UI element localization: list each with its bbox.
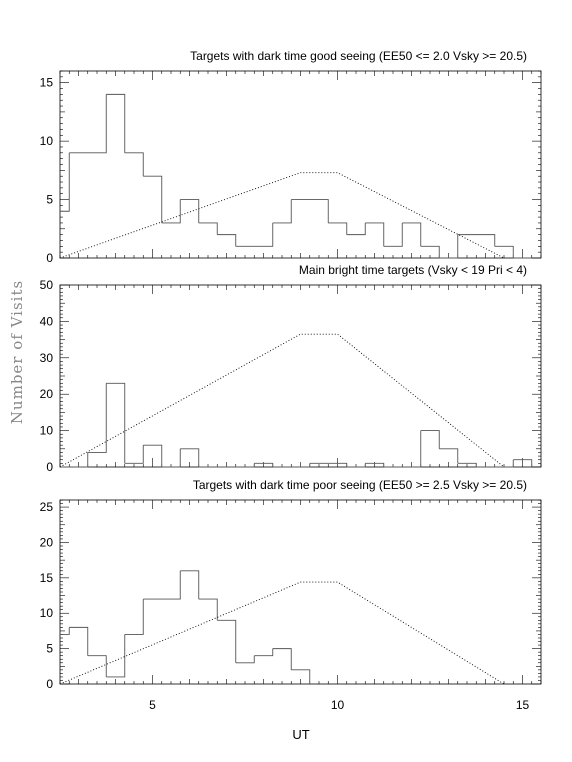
panel-2-envelope-line bbox=[59, 333, 505, 468]
panel-3-ytick-label: 10 bbox=[40, 606, 54, 620]
panel-1-frame bbox=[59, 70, 542, 259]
panel-3-xtick-label: 5 bbox=[149, 698, 156, 712]
panel-2-hist-bin bbox=[309, 462, 348, 467]
panel-1-hist-bin bbox=[383, 222, 403, 247]
panel-2-title: Main bright time targets (Vsky < 19 Pri … bbox=[299, 263, 527, 277]
panel-1-hist-bin bbox=[439, 234, 459, 259]
panel-2-hist-bin bbox=[457, 462, 477, 467]
panel-2-hist-bin bbox=[402, 430, 422, 468]
panel-3-hist-bin bbox=[106, 634, 126, 678]
panel-3-hist-bin bbox=[198, 598, 218, 621]
panel-1-ytick-label: 10 bbox=[40, 134, 54, 148]
panel-2-hist-bin bbox=[87, 383, 107, 453]
panel-3-hist-bin bbox=[180, 570, 200, 600]
panel-3-title: Targets with dark time poor seeing (EE50… bbox=[193, 478, 527, 492]
panel-2-ytick-label: 20 bbox=[40, 387, 54, 401]
panel-2-hist-bin bbox=[494, 459, 514, 468]
panel-2-hist-bin bbox=[291, 463, 311, 468]
panel-1-hist-bin bbox=[180, 199, 200, 223]
panel-3-hist-bin bbox=[69, 626, 89, 656]
x-axis-label: UT bbox=[292, 727, 309, 742]
panel-1-hist-bin bbox=[494, 245, 514, 258]
panel-3-hist-bin bbox=[272, 648, 292, 670]
panel-3-ytick-label: 20 bbox=[40, 535, 54, 549]
panel-2-hist-bin bbox=[420, 430, 440, 449]
panel-1-hist-bin bbox=[365, 222, 385, 247]
panel-1-hist-bin bbox=[124, 152, 144, 177]
panel-3-ytick-label: 0 bbox=[46, 677, 53, 691]
panel-2-hist-bin bbox=[217, 463, 255, 468]
panel-1-hist-bin bbox=[217, 234, 237, 247]
panel-2-hist-bin bbox=[254, 462, 274, 467]
panel-1-title: Targets with dark time good seeing (EE50… bbox=[190, 49, 527, 63]
panel-1-hist-bin bbox=[291, 199, 329, 223]
panel-1-hist-bin bbox=[60, 152, 70, 212]
panel-2-hist-bin bbox=[161, 448, 181, 468]
panel-1-ytick-label: 15 bbox=[40, 76, 54, 90]
panel-2-ytick-label: 30 bbox=[40, 351, 54, 365]
panel-3-hist-bin bbox=[60, 627, 70, 635]
panel-3-ytick-label: 5 bbox=[46, 642, 53, 656]
panel-2-ytick-label: 50 bbox=[40, 278, 54, 292]
panel-3-envelope-line bbox=[59, 581, 505, 685]
panel-2-hist-bin bbox=[346, 463, 366, 468]
panel-3-hist-bin bbox=[143, 570, 181, 600]
panel-2-hist-bin bbox=[513, 459, 533, 467]
panel-3-hist-bin bbox=[87, 655, 107, 677]
panel-1-hist-bin bbox=[198, 222, 218, 235]
panel-1-hist-bin bbox=[328, 222, 348, 235]
panel-3-frame bbox=[59, 499, 542, 685]
panel-1-hist-bin bbox=[143, 175, 163, 223]
panel-1-hist-bin bbox=[69, 94, 107, 154]
panel-1-hist-bin bbox=[457, 234, 496, 247]
panel-1-hist-bin bbox=[272, 199, 292, 224]
panel-2-hist-bin bbox=[439, 448, 459, 464]
panel-1-hist-bin bbox=[106, 93, 126, 153]
panel-1-hist-bin bbox=[402, 222, 422, 247]
panel-3-ytick-label: 25 bbox=[40, 500, 54, 514]
panel-2-hist-bin bbox=[124, 445, 144, 464]
panel-1-ytick-label: 0 bbox=[46, 251, 53, 265]
panel-3-hist-bin bbox=[235, 655, 255, 664]
panel-2-hist-bin bbox=[143, 444, 163, 467]
panel-3-hist-bin bbox=[254, 648, 274, 657]
y-axis-label: Number of Visits bbox=[8, 280, 26, 424]
panel-3-hist-bin bbox=[124, 599, 144, 635]
panel-1-hist-bin bbox=[346, 222, 366, 236]
panel-3-hist-bin bbox=[217, 619, 237, 663]
panel-2-hist-bin bbox=[60, 452, 89, 468]
panel-1-envelope-line bbox=[59, 172, 505, 259]
panel-1-hist-bin bbox=[161, 199, 181, 224]
panel-2-ytick-label: 10 bbox=[40, 424, 54, 438]
panel-2-ytick-label: 40 bbox=[40, 314, 54, 328]
panel-3-hist-bin bbox=[291, 669, 311, 684]
panel-2-hist-bin bbox=[106, 382, 126, 464]
panel-2-hist-bin bbox=[180, 448, 200, 467]
panel-2-hist-bin bbox=[365, 462, 385, 467]
panel-1-ytick-label: 5 bbox=[46, 193, 53, 207]
panel-3-ytick-label: 15 bbox=[40, 571, 54, 585]
panel-3-xtick-label: 10 bbox=[331, 698, 345, 712]
panel-1-hist-bin bbox=[235, 222, 274, 247]
panel-2-frame bbox=[59, 284, 542, 468]
panel-2-ytick-label: 0 bbox=[46, 460, 53, 474]
panel-3-xtick-label: 15 bbox=[516, 698, 530, 712]
panel-1-hist-bin bbox=[420, 245, 440, 258]
